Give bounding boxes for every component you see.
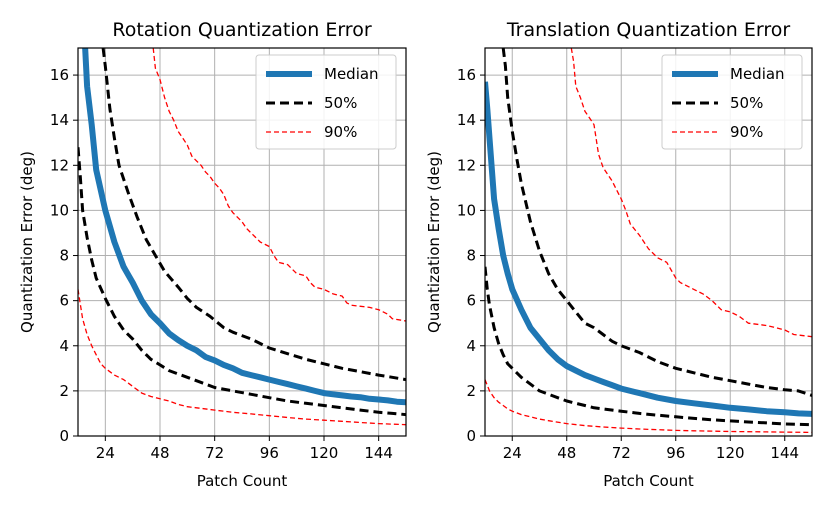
legend-box bbox=[255, 54, 397, 150]
series-group bbox=[78, 48, 406, 426]
x-tick-label: 96 bbox=[666, 444, 685, 462]
series-line-4 bbox=[152, 48, 406, 322]
x-axis-label: Patch Count bbox=[197, 472, 288, 490]
series-line-1 bbox=[82, 48, 406, 406]
y-tick-label: 4 bbox=[59, 337, 69, 355]
x-tick-label: 48 bbox=[557, 444, 576, 462]
plot-frame bbox=[77, 47, 407, 437]
x-tick-label: 120 bbox=[310, 444, 339, 462]
x-tick-label: 144 bbox=[364, 444, 393, 462]
x-tick-label: 72 bbox=[205, 444, 224, 462]
legend: Median 50% 90% bbox=[255, 54, 397, 150]
y-tick-label: 0 bbox=[59, 427, 69, 445]
y-tick-label: 8 bbox=[466, 247, 476, 265]
series-group bbox=[485, 48, 812, 434]
legend-label: 50% bbox=[324, 94, 357, 112]
y-tick-label: 14 bbox=[457, 111, 476, 129]
legend-label: 90% bbox=[730, 123, 763, 141]
series-line-2 bbox=[501, 48, 812, 397]
x-tick-label: 48 bbox=[150, 444, 169, 462]
y-axis-label: Quantization Error (deg) bbox=[425, 151, 443, 333]
y-tick-label: 14 bbox=[50, 111, 69, 129]
x-tick-label: 72 bbox=[612, 444, 631, 462]
x-tick-label: 96 bbox=[260, 444, 279, 462]
x-axis-label: Patch Count bbox=[603, 472, 694, 490]
y-tick-label: 10 bbox=[50, 201, 69, 219]
y-tick-label: 6 bbox=[59, 292, 69, 310]
series-line-5 bbox=[78, 289, 406, 426]
y-tick-label: 4 bbox=[466, 337, 476, 355]
y-tick-label: 16 bbox=[457, 66, 476, 84]
chart-title: Translation Quantization Error bbox=[506, 19, 791, 41]
y-tick-label: 12 bbox=[457, 156, 476, 174]
y-tick-label: 6 bbox=[466, 292, 476, 310]
y-tick-label: 16 bbox=[50, 66, 69, 84]
y-axis-label: Quantization Error (deg) bbox=[18, 151, 36, 333]
legend-box bbox=[661, 54, 803, 150]
legend-label: Median bbox=[324, 65, 379, 83]
y-tick-label: 0 bbox=[466, 427, 476, 445]
legend-label: 90% bbox=[324, 123, 357, 141]
series-line-5 bbox=[485, 379, 812, 434]
legend-label: 50% bbox=[730, 94, 763, 112]
series-line-4 bbox=[570, 48, 812, 338]
y-tick-label: 8 bbox=[59, 247, 69, 265]
series-line-1 bbox=[485, 81, 812, 417]
y-tick-label: 2 bbox=[466, 382, 476, 400]
series-line-3 bbox=[78, 147, 406, 417]
x-tick-label: 120 bbox=[716, 444, 745, 462]
x-tick-label: 24 bbox=[503, 444, 522, 462]
x-tick-label: 24 bbox=[96, 444, 115, 462]
legend: Median 50% 90% bbox=[661, 54, 803, 150]
y-tick-label: 12 bbox=[50, 156, 69, 174]
y-tick-label: 10 bbox=[457, 201, 476, 219]
chart-title: Rotation Quantization Error bbox=[112, 19, 371, 41]
y-tick-label: 2 bbox=[59, 382, 69, 400]
series-line-2 bbox=[101, 48, 406, 382]
x-tick-label: 144 bbox=[770, 444, 799, 462]
legend-label: Median bbox=[730, 65, 785, 83]
series-line-3 bbox=[485, 266, 812, 427]
plot-frame bbox=[484, 47, 813, 437]
